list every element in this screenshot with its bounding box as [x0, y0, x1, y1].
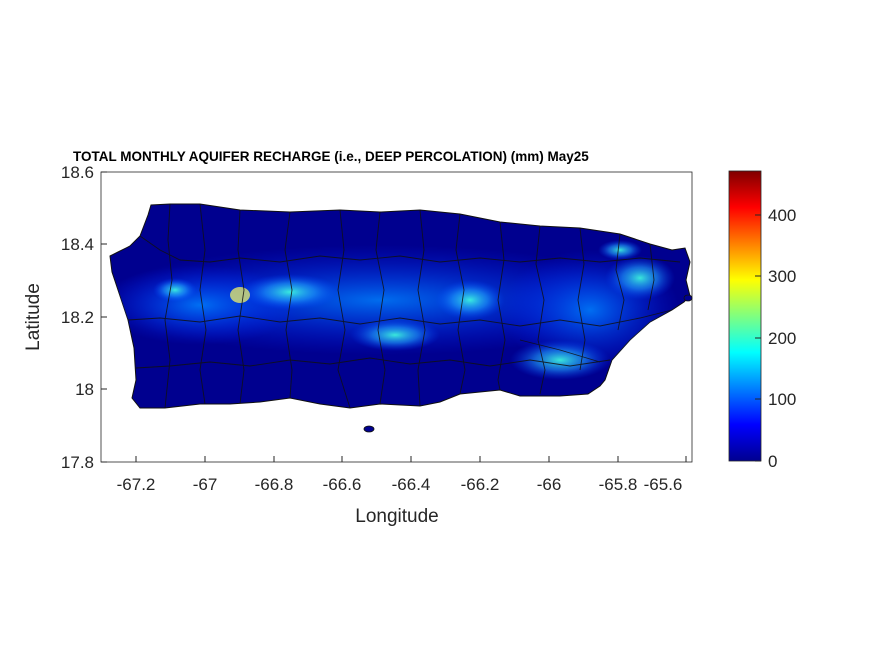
- recharge-hotspot: [240, 274, 340, 310]
- colorbar-tick-label: 300: [768, 267, 796, 286]
- x-tick-label: -66.8: [255, 475, 294, 494]
- colorbar: 0 100 200 300 400: [728, 170, 796, 471]
- x-tick-label: -67: [193, 475, 218, 494]
- y-tick-label: 18.6: [61, 163, 94, 182]
- x-axis: -67.2 -67 -66.8 -66.6 -66.4 -66.2 -66 -6…: [117, 456, 687, 527]
- colorbar-tick-label: 100: [768, 390, 796, 409]
- y-axis-label: Latitude: [23, 283, 44, 351]
- x-tick-label: -65.8: [599, 475, 638, 494]
- recharge-hotspot: [598, 240, 642, 260]
- recharge-hotspot: [605, 256, 675, 300]
- offshore-island: [363, 425, 375, 433]
- recharge-raster: [109, 203, 693, 433]
- x-axis-label: Longitude: [355, 506, 438, 527]
- x-tick-label: -66: [537, 475, 562, 494]
- colorbar-tick-label: 200: [768, 329, 796, 348]
- y-tick-label: 18.2: [61, 308, 94, 327]
- y-tick-label: 18: [75, 380, 94, 399]
- recharge-hotspot: [153, 278, 197, 302]
- x-tick-label: -66.6: [323, 475, 362, 494]
- y-tick-label: 17.8: [61, 453, 94, 472]
- recharge-hotspot: [510, 340, 610, 380]
- y-tick-label: 18.4: [61, 235, 94, 254]
- x-tick-label: -67.2: [117, 475, 156, 494]
- map-title: TOTAL MONTHLY AQUIFER RECHARGE (i.e., DE…: [73, 149, 589, 164]
- colorbar-gradient: [728, 170, 762, 462]
- x-tick-label: -66.2: [461, 475, 500, 494]
- recharge-hotspot: [230, 287, 250, 303]
- recharge-hotspot: [435, 280, 505, 320]
- x-tick-label: -66.4: [392, 475, 431, 494]
- municipal-boundaries: [127, 204, 681, 408]
- colorbar-tick-label: 400: [768, 206, 796, 225]
- offshore-island: [683, 294, 693, 302]
- y-axis: 18.6 18.4 18.2 18 17.8 Latitude: [23, 163, 107, 472]
- colorbar-tick-label: 0: [768, 452, 777, 471]
- recharge-hotspot: [350, 319, 440, 351]
- x-tick-label: -65.6: [644, 475, 683, 494]
